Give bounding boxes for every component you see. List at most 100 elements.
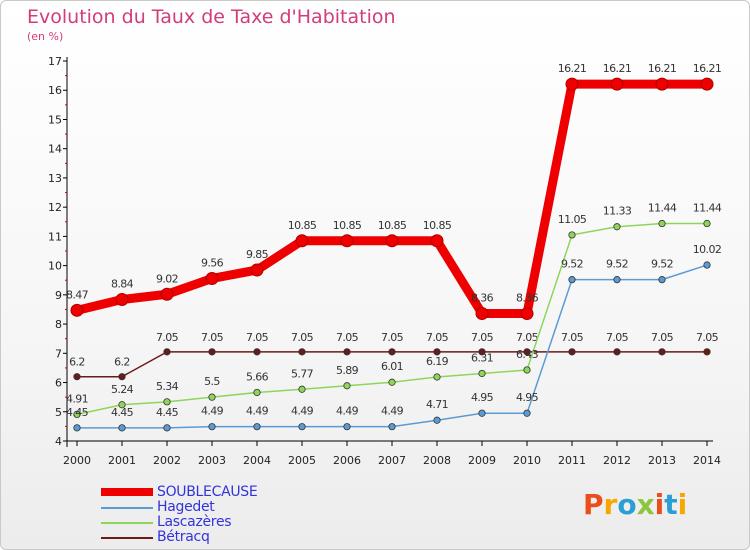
data-label-soublecause: 16.21 — [693, 62, 722, 75]
point-hagedet — [343, 423, 351, 431]
point-soublecause — [475, 307, 489, 321]
data-label-hagedet: 4.45 — [156, 406, 179, 419]
y-tick-label: 5 — [55, 406, 62, 419]
data-label-hagedet: 4.45 — [66, 406, 89, 419]
data-label-lascazeres: 5.66 — [246, 370, 269, 383]
data-label-betracq: 7.05 — [336, 331, 359, 344]
point-hagedet — [118, 424, 126, 432]
data-label-betracq: 7.05 — [651, 331, 674, 344]
point-betracq — [253, 348, 261, 356]
point-hagedet — [613, 276, 621, 284]
data-label-hagedet: 10.02 — [693, 243, 722, 256]
y-tick-label: 14 — [48, 143, 62, 156]
data-label-hagedet: 9.52 — [606, 258, 628, 271]
y-tick-label: 6 — [55, 377, 62, 390]
point-betracq — [208, 348, 216, 356]
data-label-hagedet: 4.95 — [516, 391, 539, 404]
y-tick-label: 8 — [55, 318, 62, 331]
y-tick-label: 7 — [55, 347, 62, 360]
point-hagedet — [73, 424, 81, 432]
point-soublecause — [160, 287, 174, 301]
data-label-soublecause: 16.21 — [648, 62, 677, 75]
point-soublecause — [610, 77, 624, 91]
point-betracq — [613, 348, 621, 356]
legend-label-soublecause: SOUBLECAUSE — [157, 484, 258, 500]
data-label-lascazeres: 6.01 — [381, 360, 403, 373]
data-label-hagedet: 9.52 — [561, 258, 583, 271]
data-label-soublecause: 9.85 — [246, 248, 269, 261]
x-tick-label: 2005 — [288, 454, 316, 467]
data-label-hagedet: 4.49 — [381, 405, 404, 418]
x-tick-label: 2012 — [603, 454, 631, 467]
data-label-lascazeres: 6.19 — [426, 355, 449, 368]
point-hagedet — [478, 409, 486, 417]
x-tick-label: 2000 — [63, 454, 91, 467]
point-betracq — [73, 373, 81, 381]
data-label-soublecause: 10.85 — [333, 219, 362, 232]
point-hagedet — [208, 423, 216, 431]
y-tick-label: 4 — [55, 435, 62, 448]
point-lascazeres — [118, 401, 126, 409]
data-label-soublecause: 10.85 — [378, 219, 407, 232]
legend-label-betracq: Bétracq — [157, 529, 210, 545]
logo-letter: x — [636, 488, 655, 521]
data-label-betracq: 7.05 — [381, 331, 404, 344]
point-soublecause — [655, 77, 669, 91]
data-label-lascazeres: 11.44 — [693, 202, 722, 215]
point-lascazeres — [298, 385, 306, 393]
y-tick-label: 10 — [48, 260, 62, 273]
logo-letter: i — [677, 488, 688, 521]
data-label-lascazeres: 5.24 — [111, 383, 134, 396]
data-label-hagedet: 4.71 — [426, 398, 448, 411]
data-label-lascazeres: 6.43 — [516, 348, 539, 361]
x-tick-label: 2007 — [378, 454, 406, 467]
point-soublecause — [205, 271, 219, 285]
point-lascazeres — [343, 382, 351, 390]
logo-letter: r — [603, 488, 618, 521]
data-label-soublecause: 16.21 — [558, 62, 587, 75]
x-tick-label: 2002 — [153, 454, 181, 467]
point-hagedet — [298, 423, 306, 431]
legend-label-hagedet: Hagedet — [157, 499, 215, 515]
x-tick-label: 2004 — [243, 454, 271, 467]
data-label-lascazeres: 5.89 — [336, 364, 359, 377]
point-betracq — [568, 348, 576, 356]
point-betracq — [478, 348, 486, 356]
x-tick-label: 2003 — [198, 454, 226, 467]
data-label-soublecause: 9.02 — [156, 272, 178, 285]
data-label-soublecause: 8.36 — [516, 292, 539, 305]
legend-swatch-hagedet — [101, 507, 153, 509]
data-label-betracq: 7.05 — [606, 331, 629, 344]
y-tick-label: 12 — [48, 201, 62, 214]
data-label-lascazeres: 5.34 — [156, 380, 179, 393]
data-label-lascazeres: 11.33 — [603, 205, 632, 218]
data-label-soublecause: 8.36 — [471, 292, 494, 305]
data-label-lascazeres: 11.05 — [558, 213, 587, 226]
data-label-hagedet: 9.52 — [651, 258, 673, 271]
point-lascazeres — [388, 378, 396, 386]
point-soublecause — [700, 77, 714, 91]
point-lascazeres — [253, 388, 261, 397]
point-hagedet — [433, 416, 441, 424]
y-tick-label: 16 — [48, 84, 62, 97]
data-label-betracq: 7.05 — [156, 331, 179, 344]
point-lascazeres — [73, 410, 81, 418]
point-hagedet — [523, 409, 531, 417]
data-label-hagedet: 4.49 — [336, 405, 359, 418]
point-hagedet — [388, 423, 396, 431]
y-tick-label: 15 — [48, 113, 62, 126]
point-betracq — [298, 348, 306, 356]
data-label-betracq: 7.05 — [246, 331, 269, 344]
point-soublecause — [385, 234, 399, 248]
y-tick-label: 17 — [48, 55, 62, 68]
point-hagedet — [568, 276, 576, 284]
y-tick-label: 11 — [48, 230, 62, 243]
point-soublecause — [115, 293, 129, 307]
point-hagedet — [163, 424, 171, 432]
legend-swatch-betracq — [101, 537, 153, 539]
x-tick-label: 2013 — [648, 454, 676, 467]
point-hagedet — [253, 423, 261, 431]
x-tick-label: 2010 — [513, 454, 541, 467]
data-label-betracq: 7.05 — [696, 331, 719, 344]
data-label-betracq: 7.05 — [516, 331, 539, 344]
